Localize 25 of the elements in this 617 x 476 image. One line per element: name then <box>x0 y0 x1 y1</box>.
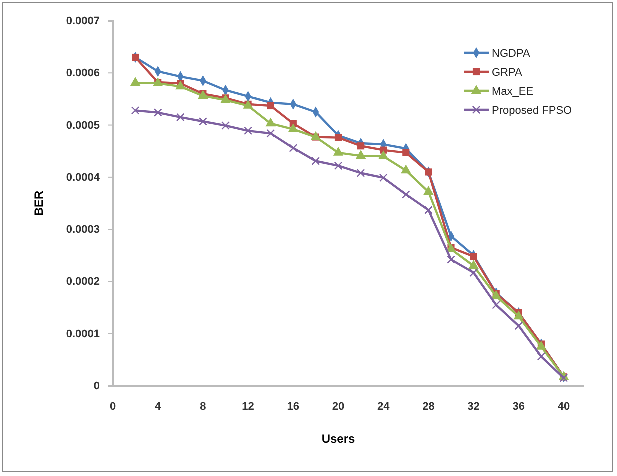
y-tick-label: 0 <box>94 380 100 393</box>
x-tick-label: 0 <box>110 400 116 413</box>
x-tick-label: 8 <box>200 400 206 413</box>
x-tick-label: 40 <box>558 400 570 413</box>
x-tick-label: 32 <box>468 400 480 413</box>
y-tick-label: 0.0003 <box>66 224 100 236</box>
y-tick-label: 0.0001 <box>66 328 100 340</box>
x-tick-label: 36 <box>512 400 526 413</box>
y-tick-label: 0.0004 <box>66 172 101 184</box>
legend-label: Proposed FPSO <box>492 105 573 117</box>
x-tick-label: 12 <box>242 400 254 413</box>
legend-label: Max_EE <box>492 86 534 98</box>
y-tick-label: 0.0007 <box>66 16 100 28</box>
x-axis-title: Users <box>322 432 356 446</box>
x-tick-label: 28 <box>422 400 435 413</box>
x-tick-label: 20 <box>332 400 345 413</box>
x-tick-label: 4 <box>155 400 162 413</box>
x-tick-label: 16 <box>287 400 300 413</box>
legend-label: NGDPA <box>492 48 531 60</box>
y-tick-label: 0.0002 <box>66 276 100 288</box>
y-tick-label: 0.0006 <box>66 68 100 80</box>
x-tick-label: 24 <box>377 400 391 413</box>
y-tick-label: 0.0005 <box>66 120 100 132</box>
legend-label: GRPA <box>492 67 524 79</box>
y-axis-title: BER <box>32 190 46 216</box>
